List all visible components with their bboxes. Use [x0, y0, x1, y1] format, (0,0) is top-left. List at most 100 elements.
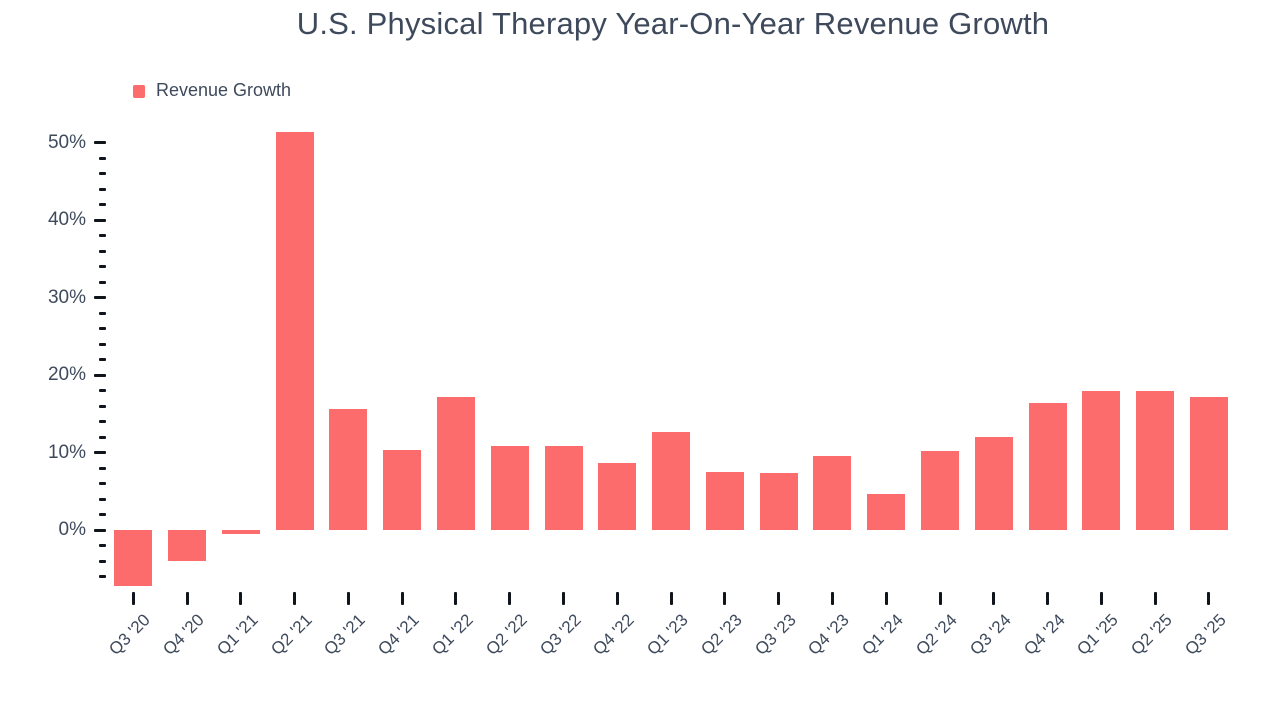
- y-minor-tick: [99, 420, 106, 423]
- legend-label: Revenue Growth: [156, 80, 292, 100]
- x-tick-q3-23: [777, 592, 781, 605]
- x-tick-q4-24: [1046, 592, 1050, 605]
- x-tick-q2-23: [723, 592, 727, 605]
- x-tick-label-q4-21: Q4 '21: [374, 610, 423, 659]
- y-minor-tick: [99, 265, 106, 268]
- legend-swatch-icon: [133, 84, 145, 98]
- y-tick-label: 20%: [47, 364, 86, 385]
- y-minor-tick: [99, 559, 106, 563]
- y-minor-tick: [99, 389, 106, 392]
- x-tick-label-q1-24: Q1 '24: [858, 610, 907, 659]
- x-tick-q4-22: [615, 592, 619, 605]
- x-tick-label-q1-21: Q1 '21: [213, 610, 262, 659]
- y-minor-tick: [99, 404, 106, 408]
- bar-q3-23: [759, 472, 798, 530]
- x-tick-q2-21: [293, 592, 297, 605]
- x-tick-label-q1-23: Q1 '23: [643, 610, 692, 659]
- bar-q1-21: [221, 530, 260, 534]
- y-major-tick: [94, 528, 106, 532]
- y-minor-tick: [99, 327, 106, 330]
- x-tick-label-q4-22: Q4 '22: [589, 610, 639, 659]
- x-tick-q1-24: [884, 592, 888, 605]
- x-tick-label-q3-24: Q3 '24: [966, 610, 1015, 659]
- y-tick-label: 30%: [47, 286, 86, 308]
- y-major-tick: [94, 141, 106, 144]
- x-tick-q4-20: [185, 592, 189, 605]
- x-tick-q1-23: [669, 592, 673, 605]
- y-minor-tick: [99, 575, 106, 578]
- y-minor-tick: [99, 280, 106, 284]
- y-minor-tick: [99, 172, 106, 175]
- y-minor-tick: [99, 513, 106, 516]
- y-minor-tick: [99, 544, 106, 547]
- bar-q1-24: [867, 493, 906, 530]
- x-tick-q3-25: [1207, 592, 1211, 605]
- y-major-tick: [94, 296, 106, 299]
- y-minor-tick: [99, 435, 106, 439]
- chart-title: U.S. Physical Therapy Year-On-Year Reven…: [296, 6, 1050, 41]
- y-major-tick: [94, 218, 106, 222]
- y-tick-label: 0%: [58, 519, 86, 540]
- bar-q2-24: [921, 450, 959, 530]
- x-tick-label-q3-22: Q3 '22: [535, 610, 585, 659]
- x-tick-label-q1-25: Q1 '25: [1073, 610, 1123, 659]
- x-tick-q3-20: [131, 592, 135, 605]
- y-tick-label: 40%: [47, 209, 86, 230]
- bar-q4-22: [598, 463, 637, 530]
- y-minor-tick: [99, 187, 106, 191]
- bar-q1-22: [436, 397, 475, 530]
- x-tick-label-q3-21: Q3 '21: [320, 610, 370, 659]
- x-tick-label-q3-20: Q3 '20: [105, 610, 155, 659]
- bar-q4-20: [168, 530, 207, 561]
- y-minor-tick: [99, 497, 106, 501]
- x-tick-q1-21: [239, 592, 243, 605]
- x-tick-label-q2-24: Q2 '24: [912, 610, 961, 659]
- x-tick-q4-23: [830, 592, 834, 605]
- bar-q3-21: [329, 409, 368, 530]
- bar-q2-21: [275, 132, 314, 530]
- bar-q1-23: [652, 431, 691, 530]
- x-tick-label-q4-20: Q4 '20: [159, 610, 208, 659]
- legend: Revenue Growth: [133, 80, 291, 101]
- bar-q4-24: [1028, 402, 1067, 530]
- y-minor-tick: [99, 156, 106, 160]
- x-tick-label-q4-24: Q4 '24: [1019, 610, 1069, 659]
- x-tick-q4-21: [400, 592, 404, 605]
- x-tick-q2-22: [508, 592, 512, 605]
- x-tick-q1-25: [1099, 592, 1103, 605]
- bar-q3-24: [974, 437, 1013, 530]
- bar-q3-25: [1189, 396, 1228, 530]
- x-tick-q2-25: [1153, 592, 1157, 605]
- bar-q2-25: [1136, 390, 1175, 530]
- y-minor-tick: [99, 249, 106, 253]
- y-minor-tick: [99, 358, 106, 361]
- x-tick-label-q4-23: Q4 '23: [804, 610, 854, 659]
- x-tick-label-q3-25: Q3 '25: [1181, 610, 1230, 659]
- x-tick-q2-24: [938, 592, 942, 605]
- bar-q3-22: [544, 446, 583, 530]
- y-minor-tick: [99, 466, 106, 470]
- x-tick-q3-21: [346, 592, 350, 605]
- x-tick-label-q2-21: Q2 '21: [266, 610, 316, 659]
- x-tick-label-q3-23: Q3 '23: [750, 610, 800, 659]
- x-tick-q1-22: [454, 592, 458, 605]
- y-minor-tick: [99, 311, 106, 315]
- y-minor-tick: [99, 234, 106, 237]
- x-tick-q3-24: [992, 592, 996, 605]
- x-tick-label-q2-25: Q2 '25: [1127, 610, 1176, 659]
- y-minor-tick: [99, 203, 106, 206]
- x-tick-q3-22: [562, 592, 566, 605]
- y-minor-tick: [99, 342, 106, 346]
- bar-q2-23: [705, 471, 744, 530]
- bar-q2-22: [490, 446, 529, 530]
- y-tick-label: 10%: [47, 441, 86, 463]
- bar-q4-23: [813, 455, 852, 530]
- y-major-tick: [94, 373, 106, 377]
- x-tick-label-q2-23: Q2 '23: [697, 610, 746, 659]
- x-tick-label-q2-22: Q2 '22: [481, 610, 531, 659]
- y-minor-tick: [99, 482, 106, 485]
- x-tick-label-q1-22: Q1 '22: [428, 610, 477, 659]
- bar-q4-21: [383, 450, 422, 530]
